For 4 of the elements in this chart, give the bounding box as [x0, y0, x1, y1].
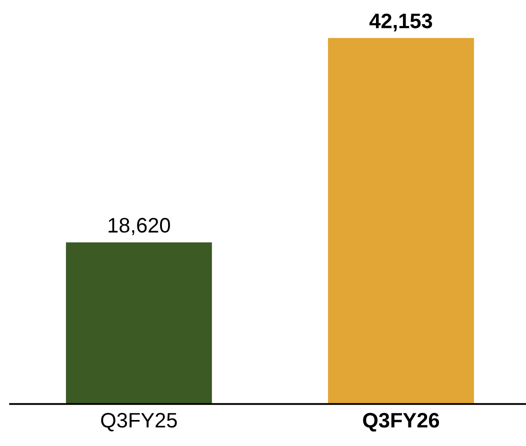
data-label: 18,620 [108, 218, 170, 236]
x-tick-label: Q3FY26 [363, 412, 440, 432]
data-label: 42,153 [369, 14, 432, 32]
x-tick-label: Q3FY25 [101, 412, 177, 432]
